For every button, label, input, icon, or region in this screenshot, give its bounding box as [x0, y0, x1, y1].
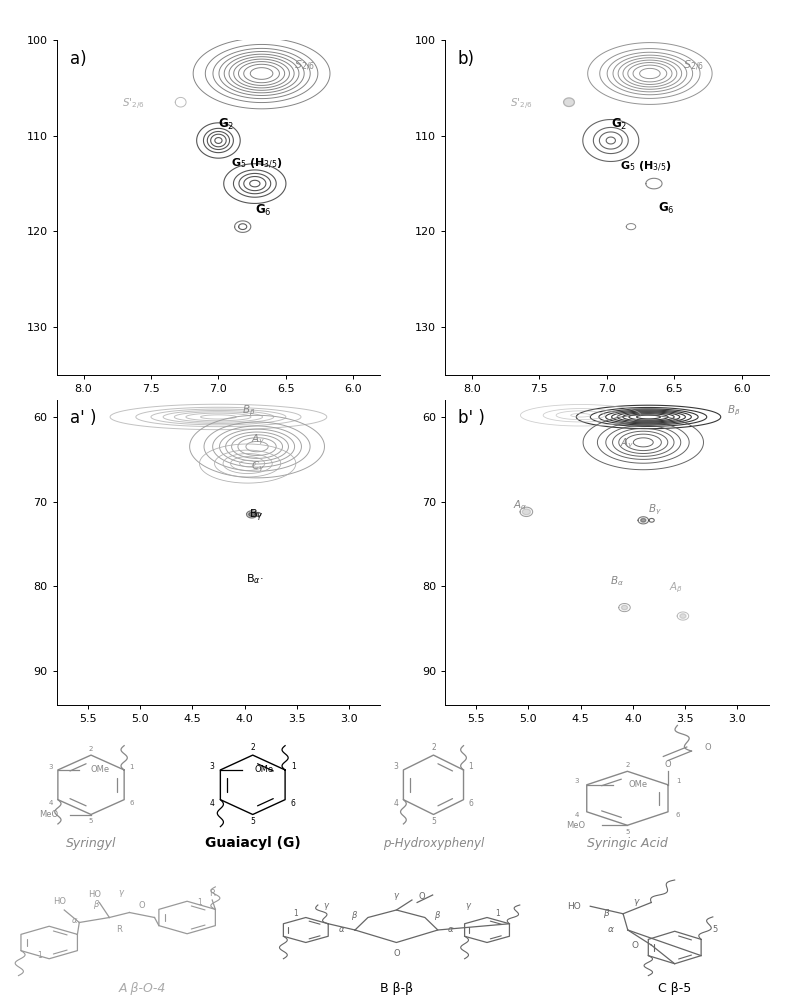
Text: A β-O-4: A β-O-4	[118, 982, 166, 995]
Text: S$_{2/6}$: S$_{2/6}$	[683, 59, 704, 73]
Text: 2: 2	[89, 746, 93, 752]
Text: A$_\beta$: A$_\beta$	[669, 581, 684, 595]
Text: 1: 1	[495, 909, 500, 918]
Text: 3: 3	[210, 762, 214, 771]
Text: B$_\alpha$: B$_\alpha$	[610, 575, 624, 588]
Text: O: O	[705, 742, 711, 752]
Text: 1: 1	[468, 762, 473, 771]
Text: 2: 2	[250, 743, 255, 752]
Text: B β-β: B β-β	[380, 982, 413, 995]
Text: OMe: OMe	[254, 765, 273, 774]
Text: 4: 4	[574, 812, 578, 818]
Text: R: R	[116, 925, 122, 934]
Text: O: O	[419, 892, 426, 901]
Text: Guaiacyl (G): Guaiacyl (G)	[205, 836, 301, 850]
Text: 4: 4	[210, 799, 214, 808]
Text: $\alpha$: $\alpha$	[70, 916, 78, 925]
Polygon shape	[564, 98, 574, 107]
Text: A$_\gamma$: A$_\gamma$	[251, 433, 265, 447]
Text: 3: 3	[393, 762, 398, 771]
Text: HO: HO	[88, 890, 101, 899]
Text: G$_6$: G$_6$	[255, 203, 271, 218]
Text: G$_2$: G$_2$	[218, 117, 235, 132]
Text: $\gamma$: $\gamma$	[323, 901, 330, 912]
Text: A$_\gamma$: A$_\gamma$	[621, 437, 635, 451]
Text: S'$_{2/6}$: S'$_{2/6}$	[121, 97, 144, 112]
Text: a): a)	[70, 50, 87, 68]
Text: 4: 4	[393, 799, 398, 808]
Text: Syringic Acid: Syringic Acid	[587, 837, 667, 850]
Text: 5: 5	[625, 829, 629, 835]
Text: 2: 2	[625, 762, 629, 768]
Text: 1: 1	[293, 909, 298, 918]
Polygon shape	[522, 509, 531, 515]
Text: 5: 5	[712, 926, 718, 934]
Text: G$_5$ (H$_{3/5}$): G$_5$ (H$_{3/5}$)	[231, 157, 283, 171]
Text: $\alpha$: $\alpha$	[608, 926, 616, 934]
Text: OMe: OMe	[629, 780, 648, 789]
Text: b' ): b' )	[458, 409, 485, 427]
Text: 6: 6	[676, 812, 680, 818]
Text: $\gamma$: $\gamma$	[118, 888, 125, 899]
Polygon shape	[248, 512, 255, 516]
Text: $\gamma$: $\gamma$	[465, 901, 472, 912]
Text: 1: 1	[36, 950, 41, 960]
Text: $\beta$: $\beta$	[351, 908, 358, 922]
Text: MeO: MeO	[566, 821, 585, 830]
Text: A$_\alpha$: A$_\alpha$	[513, 498, 527, 512]
Text: p-Hydroxyphenyl: p-Hydroxyphenyl	[383, 837, 484, 850]
Text: HO: HO	[53, 897, 66, 906]
Text: $\gamma$: $\gamma$	[633, 897, 641, 908]
Text: $\beta$: $\beta$	[93, 898, 100, 911]
Text: B$_\gamma$: B$_\gamma$	[248, 508, 263, 524]
Text: G$_2$: G$_2$	[611, 117, 627, 132]
Text: 6: 6	[290, 799, 295, 808]
Text: $\gamma$: $\gamma$	[392, 892, 400, 902]
Polygon shape	[641, 518, 646, 522]
Text: 5: 5	[431, 817, 436, 826]
Text: $\beta$: $\beta$	[434, 908, 442, 922]
Text: B$_\beta$: B$_\beta$	[243, 403, 256, 418]
Text: 1: 1	[676, 778, 680, 784]
Text: $\beta$: $\beta$	[603, 907, 611, 920]
Text: 1: 1	[197, 898, 202, 907]
Text: 3: 3	[49, 764, 53, 770]
Text: C$_\gamma$: C$_\gamma$	[252, 460, 265, 474]
Text: S'$_{2/6}$: S'$_{2/6}$	[510, 97, 532, 112]
Text: $\alpha$: $\alpha$	[338, 926, 345, 934]
Text: $\alpha$: $\alpha$	[447, 926, 455, 934]
Text: 4: 4	[49, 800, 53, 806]
Text: HO: HO	[567, 902, 581, 911]
Text: O: O	[631, 940, 638, 950]
Text: b): b)	[458, 50, 475, 68]
Text: G$_5$ (H$_{3/5}$): G$_5$ (H$_{3/5}$)	[620, 159, 671, 174]
Text: O: O	[665, 760, 671, 769]
Text: C β-5: C β-5	[658, 982, 692, 995]
Text: B$_\gamma$: B$_\gamma$	[648, 502, 662, 517]
Text: B$_\beta$: B$_\beta$	[726, 403, 740, 418]
Text: 2: 2	[431, 743, 436, 752]
Text: a' ): a' )	[70, 409, 96, 427]
Text: 3: 3	[574, 778, 578, 784]
Polygon shape	[680, 614, 686, 618]
Text: Syringyl: Syringyl	[66, 837, 116, 850]
Text: OMe: OMe	[91, 765, 110, 774]
Text: O: O	[393, 949, 400, 958]
Text: O: O	[138, 901, 146, 910]
Text: G$_6$: G$_6$	[658, 201, 675, 216]
Text: B$_\alpha$·: B$_\alpha$·	[246, 572, 263, 586]
Text: R: R	[210, 888, 215, 898]
Text: 6: 6	[468, 799, 473, 808]
Text: S$_{2/6}$: S$_{2/6}$	[294, 59, 316, 73]
Text: 5: 5	[250, 817, 255, 826]
Polygon shape	[621, 605, 628, 610]
Text: 6: 6	[129, 800, 133, 806]
Text: 5: 5	[89, 818, 93, 824]
Text: 1: 1	[290, 762, 295, 771]
Text: MeO: MeO	[39, 810, 58, 819]
Text: 1: 1	[129, 764, 133, 770]
